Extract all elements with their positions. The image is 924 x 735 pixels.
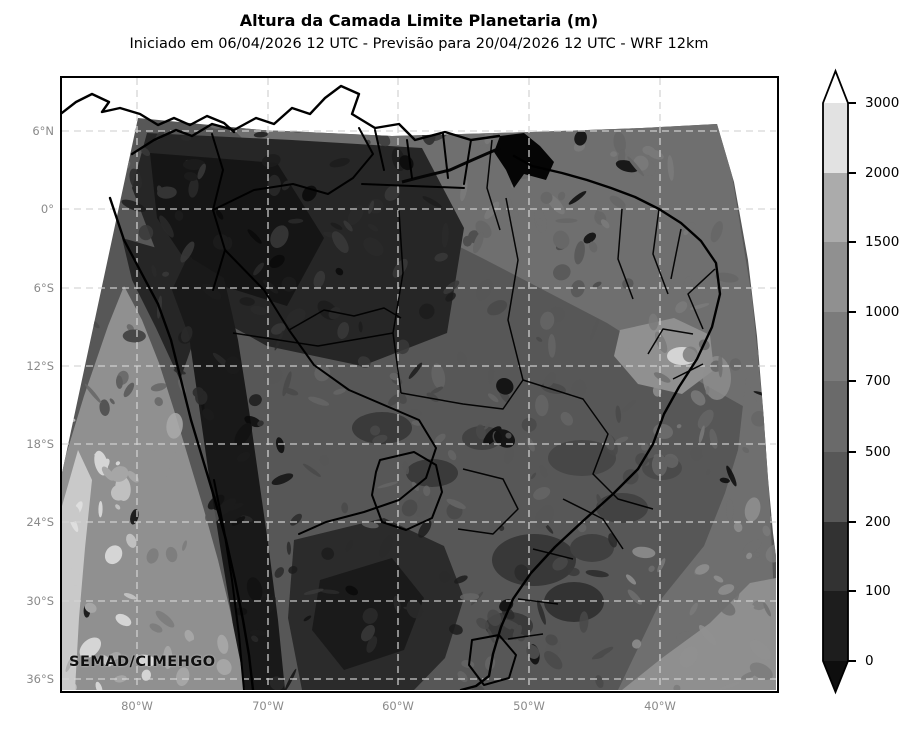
graticule <box>62 78 776 690</box>
lat-tick-label: 0° <box>40 202 54 216</box>
colorbar-tick-label: 3000 <box>865 95 900 111</box>
colorbar-over-arrow <box>823 71 848 103</box>
colorbar-gradient <box>822 68 856 695</box>
colorbar: 3000 2000 1500 1000 700 500 200 100 0 <box>815 65 924 725</box>
state-borders <box>232 139 716 640</box>
colorbar-tick-label: 1500 <box>865 234 900 250</box>
amazon-river <box>401 146 501 184</box>
figure-title: Altura da Camada Limite Planetaria (m) <box>239 11 599 30</box>
lat-tick-label: 18°S <box>26 437 54 451</box>
colorbar-tick-label: 500 <box>865 444 891 460</box>
lat-tick-label: 36°S <box>26 672 54 686</box>
watermark: SEMAD/CIMEHGO <box>69 654 216 670</box>
colorbar-tick-label: 200 <box>865 514 891 530</box>
pbl-height-map <box>62 78 776 690</box>
colorbar-tick-label: 1000 <box>865 304 900 320</box>
lon-tick-label: 50°W <box>513 699 545 713</box>
lon-tick-label: 60°W <box>382 699 414 713</box>
colorbar-under-arrow <box>823 661 848 692</box>
map-plot-area: SEMAD/CIMEHGO <box>60 76 779 693</box>
lat-tick-label: 6°S <box>33 281 54 295</box>
figure-header: Altura da Camada Limite Planetaria (m) I… <box>62 10 776 56</box>
lat-tick-label: 30°S <box>26 594 54 608</box>
colorbar-tick-label: 700 <box>865 373 891 389</box>
figure-subtitle: Iniciado em 06/04/2026 12 UTC - Previsão… <box>129 36 709 52</box>
lat-tick-label: 12°S <box>26 359 54 373</box>
lon-tick-label: 80°W <box>121 699 153 713</box>
lat-tick-label: 6°N <box>32 124 54 138</box>
contour-texture <box>62 118 776 690</box>
lat-tick-label: 24°S <box>26 515 54 529</box>
colorbar-tick-label: 100 <box>865 583 891 599</box>
lon-tick-label: 40°W <box>644 699 676 713</box>
colorbar-tick-label: 0 <box>865 653 874 669</box>
contour-fill-layer <box>62 118 776 690</box>
lon-tick-label: 70°W <box>252 699 284 713</box>
colorbar-tick-label: 2000 <box>865 165 900 181</box>
colorbar-ticks <box>848 102 856 662</box>
